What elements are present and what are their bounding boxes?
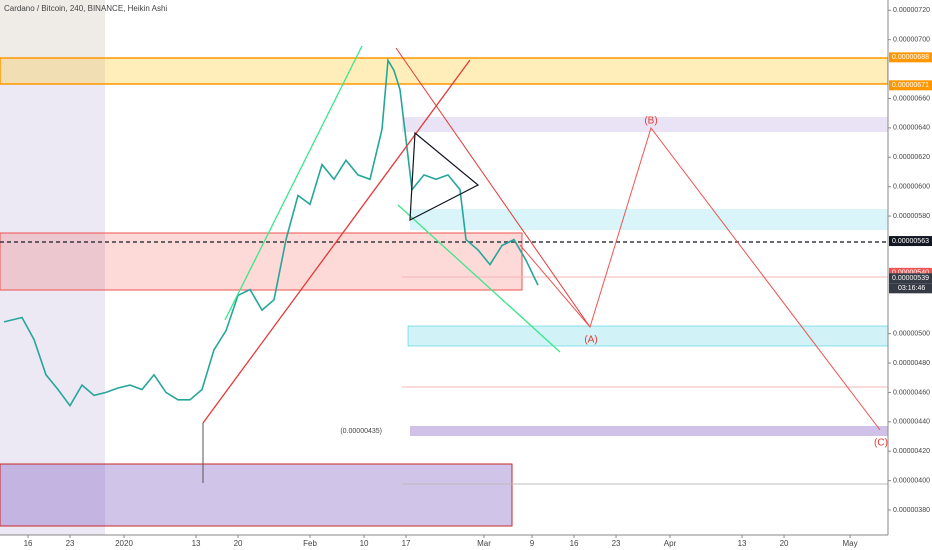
x-tick-label: Mar — [477, 539, 491, 548]
y-tick-label: 0.00000640 — [893, 125, 930, 132]
y-tick-label: 0.00000400 — [893, 477, 930, 484]
x-tick-label: 13 — [192, 539, 201, 548]
x-tick-label: 23 — [612, 539, 621, 548]
price-label-box — [889, 80, 932, 91]
price-label-box — [889, 236, 932, 247]
x-tick-label: 13 — [738, 539, 747, 548]
y-tick-label: 0.00000720 — [893, 7, 930, 14]
price-label: 0.00000671 — [892, 82, 929, 89]
price-label: 0.00000563 — [892, 238, 929, 245]
y-tick-label: 0.00000460 — [893, 389, 930, 396]
y-tick-label: 0.00000580 — [893, 213, 930, 220]
x-tick-label: 17 — [402, 539, 411, 548]
y-tick-label: 0.00000600 — [893, 184, 930, 191]
x-tick-label: 20 — [234, 539, 243, 548]
wave-label: (B) — [644, 116, 657, 127]
y-tick-label: 0.00000480 — [893, 360, 930, 367]
x-tick-label: Feb — [303, 539, 317, 548]
x-tick-label: 9 — [530, 539, 535, 548]
target-zone — [402, 117, 888, 132]
x-tick-label: 10 — [360, 539, 369, 548]
countdown-box — [889, 283, 932, 294]
target-zone — [407, 325, 889, 347]
y-tick-label: 0.00000620 — [893, 154, 930, 161]
target-zone — [410, 209, 888, 230]
trend-line — [224, 45, 363, 321]
x-tick-label: 23 — [66, 539, 75, 548]
wave-path — [519, 126, 881, 431]
trend-line — [202, 59, 471, 424]
resistance-zone — [0, 57, 889, 85]
price-label: 0.00000688 — [892, 54, 929, 61]
x-tick-label: Apr — [664, 539, 677, 548]
wave-label: (A) — [584, 335, 597, 346]
y-tick-label: 0.00000380 — [893, 507, 930, 514]
level-label: (0.00000435) — [340, 428, 382, 435]
target-zone — [410, 426, 888, 436]
trend-line — [395, 47, 591, 328]
y-tick-label: 0.00000420 — [893, 448, 930, 455]
series-layer — [3, 57, 539, 408]
y-tick-label: 0.00000500 — [893, 330, 930, 337]
price-label-box — [889, 52, 932, 63]
price-line-series — [3, 57, 539, 408]
y-tick-label: 0.00000440 — [893, 419, 930, 426]
triangle — [409, 131, 480, 222]
x-tick-label: 2020 — [115, 539, 133, 548]
price-label-box — [889, 267, 932, 278]
shade-region — [0, 57, 105, 535]
price-label: 0.00000539 — [892, 275, 929, 282]
demand-zone — [0, 463, 513, 527]
trend-line — [397, 204, 561, 353]
price-label: 0.00000540 — [892, 270, 929, 277]
y-tick-label: 0.00000660 — [893, 95, 930, 102]
wave-label: (C) — [874, 438, 888, 449]
y-tick-label: 0.00000700 — [893, 37, 930, 44]
x-tick-label: 20 — [780, 539, 789, 548]
chart-title: Cardano / Bitcoin, 240, BINANCE, Heikin … — [4, 4, 167, 13]
price-label-box — [889, 273, 932, 284]
x-tick-label: 16 — [24, 539, 33, 548]
shade-region — [0, 0, 105, 57]
countdown: 03:16:46 — [898, 285, 925, 292]
x-tick-label: 16 — [570, 539, 579, 548]
x-tick-label: May — [842, 539, 857, 548]
